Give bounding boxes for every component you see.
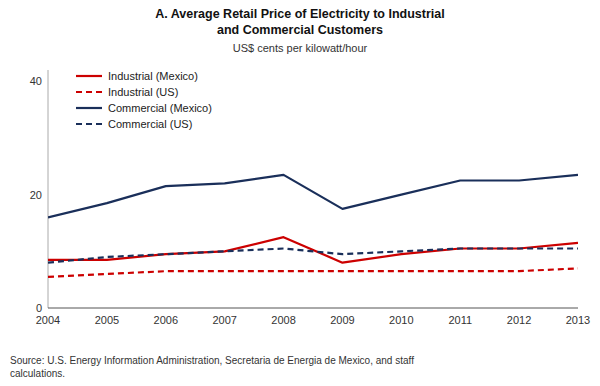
x-tick-label: 2013 [566,314,590,326]
legend-label: Commercial (Mexico) [108,102,212,114]
title-line: A. Average Retail Price of Electricity t… [155,7,444,21]
source-line: Source: U.S. Energy Information Administ… [10,355,414,366]
series-line [48,249,578,263]
series-line [48,268,578,277]
subtitle: US$ cents per kilowatt/hour [233,42,368,54]
title-line: and Commercial Customers [217,23,383,37]
chart: A. Average Retail Price of Electricity t… [0,0,600,386]
legend-label: Industrial (Mexico) [108,70,198,82]
x-tick-label: 2006 [154,314,178,326]
y-tick-label: 40 [30,75,42,87]
series-line [48,175,578,218]
y-tick-label: 20 [30,189,42,201]
source-note: Source: U.S. Energy Information Administ… [10,355,414,379]
legend-swatch [76,107,102,109]
y-tick-label: 0 [36,302,42,314]
legend-label: Commercial (US) [108,118,192,130]
x-tick-label: 2011 [448,314,472,326]
x-tick-label: 2009 [330,314,354,326]
legend-label: Industrial (US) [108,86,178,98]
legend-swatch [76,75,102,77]
legend-swatch [76,91,102,93]
series-line [48,237,578,262]
x-tick-label: 2008 [271,314,295,326]
title: A. Average Retail Price of Electricity t… [155,7,444,37]
x-tick-label: 2012 [507,314,531,326]
x-tick-label: 2007 [212,314,236,326]
x-tick-label: 2004 [36,314,60,326]
legend: Industrial (Mexico) Industrial (US) Commer… [76,70,212,130]
source-line: calculations. [10,368,65,379]
x-axis [48,308,578,309]
x-tick-label: 2010 [389,314,413,326]
x-tick-label: 2005 [95,314,119,326]
plot-lines [48,175,578,277]
legend-swatch [76,123,102,125]
y-axis [48,70,49,308]
